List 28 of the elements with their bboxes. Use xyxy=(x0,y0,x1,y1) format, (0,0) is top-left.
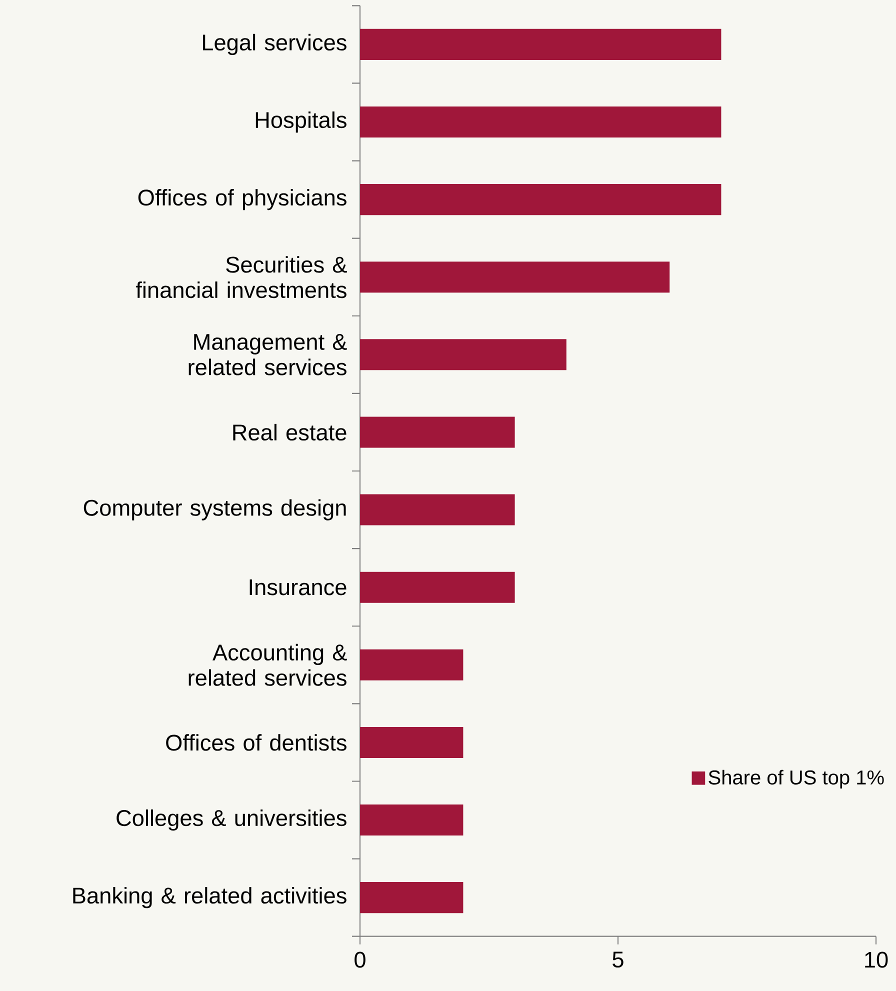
legend-label: Share of US top 1% xyxy=(708,770,884,789)
y-tick-label: Banking & related activities xyxy=(73,887,346,908)
bar xyxy=(360,262,670,293)
bar xyxy=(360,804,464,836)
bar xyxy=(360,572,515,603)
y-tick-label: Hospitals xyxy=(256,111,346,133)
bar xyxy=(360,882,464,914)
bar xyxy=(360,649,464,680)
y-tick-label: Computer systems design xyxy=(84,499,346,520)
y-tick-label: Management & related services xyxy=(188,334,347,376)
bar xyxy=(360,339,566,370)
bar xyxy=(360,494,515,526)
y-tick-label: Offices of dentists xyxy=(166,734,346,751)
y-tick-label: Offices of physicians xyxy=(138,189,346,210)
bar xyxy=(360,726,464,758)
x-tick-label: 5 xyxy=(612,952,624,968)
bar xyxy=(360,416,515,448)
y-tick-label: Colleges & universities xyxy=(116,809,346,831)
y-tick-label: Accounting & related services xyxy=(188,644,347,686)
y-tick-label: Insurance xyxy=(250,579,346,596)
bar xyxy=(360,184,722,216)
bar xyxy=(360,28,722,60)
x-tick-label: 10 xyxy=(865,952,888,968)
y-tick-label: Real estate xyxy=(233,424,346,441)
y-tick-label: Securities & financial investments xyxy=(136,256,347,298)
x-tick-label: 0 xyxy=(354,952,366,968)
y-tick-label: Legal services xyxy=(203,34,346,56)
bar xyxy=(360,106,722,138)
